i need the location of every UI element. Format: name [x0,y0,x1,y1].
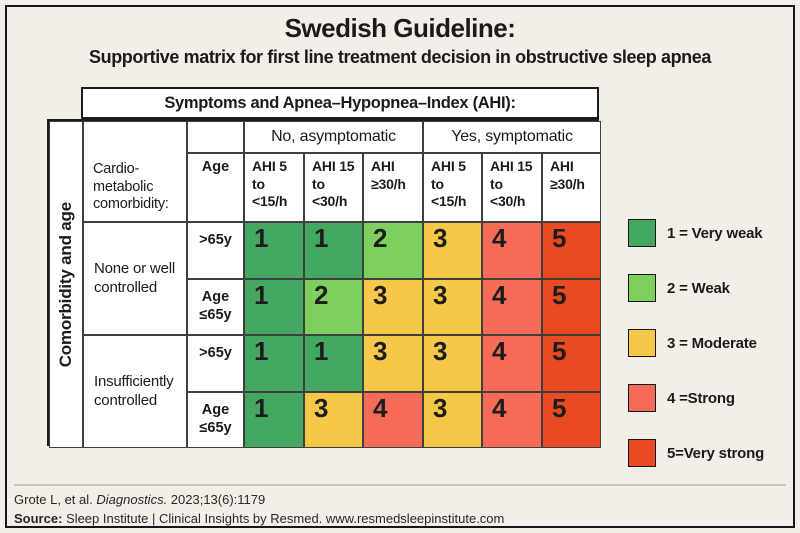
citation-prefix: Grote L, et al. [14,492,97,507]
source-line: Source: Sleep Institute | Clinical Insig… [14,511,504,526]
legend-label: 1 = Very weak [667,224,763,242]
legend-swatch-weak [628,274,656,302]
matrix-grid: Comorbidity and age Cardio- metabolic co… [47,119,601,448]
matrix-cell: 3 [423,279,482,335]
empty-age-header-cell [187,121,244,153]
source-label: Source: [14,511,63,526]
legend-item: 5=Very strong [628,439,764,467]
decision-matrix-table: Symptoms and Apnea–Hypopnea–Index (AHI):… [47,87,601,448]
row-axis-label: Comorbidity and age [56,201,75,368]
matrix-cell: 4 [482,392,542,448]
legend-item: 4 =Strong [628,384,764,412]
source-text: Sleep Institute | Clinical Insights by R… [62,511,505,526]
matrix-cell: 3 [423,222,482,279]
matrix-cell: 4 [482,279,542,335]
legend: 1 = Very weak 2 = Weak 3 = Moderate 4 =S… [628,219,764,467]
matrix-cell: 4 [482,335,542,392]
matrix-cell: 3 [363,279,423,335]
corner-label: Cardio- metabolic comorbidity: [93,160,169,213]
matrix-cell: 3 [304,392,363,448]
matrix-cell: 1 [244,392,304,448]
legend-label: 4 =Strong [667,389,735,407]
age-row-label: >65y [187,335,244,392]
matrix-cell: 5 [542,222,601,279]
matrix-cell: 5 [542,335,601,392]
citation-journal: Diagnostics. [96,492,168,507]
legend-swatch-very-weak [628,219,656,247]
footer-divider [14,484,786,486]
age-row-label: Age ≤65y [187,279,244,335]
legend-label: 3 = Moderate [667,334,757,352]
matrix-cell: 2 [363,222,423,279]
row-group-label: Insufficiently controlled [83,335,187,448]
ahi-column-header: AHI 5 to <15/h [244,153,304,222]
legend-item: 1 = Very weak [628,219,764,247]
legend-swatch-strong [628,384,656,412]
matrix-cell: 3 [423,335,482,392]
legend-swatch-moderate [628,329,656,357]
matrix-cell: 2 [304,279,363,335]
matrix-cell: 3 [363,335,423,392]
ahi-column-header: AHI 5 to <15/h [423,153,482,222]
ahi-column-header: AHI 15 to <30/h [304,153,363,222]
ahi-column-header: AHI ≥30/h [363,153,423,222]
corner-cell: Cardio- metabolic comorbidity: [83,121,187,222]
age-row-label: >65y [187,222,244,279]
matrix-cell: 4 [363,392,423,448]
symptoms-ahi-header: Symptoms and Apnea–Hypopnea–Index (AHI): [81,87,599,119]
legend-label: 2 = Weak [667,279,730,297]
legend-swatch-very-strong [628,439,656,467]
matrix-cell: 1 [304,335,363,392]
citation-suffix: 2023;13(6):1179 [167,492,266,507]
page-title: Swedish Guideline: [284,13,516,43]
matrix-cell: 3 [423,392,482,448]
matrix-cell: 1 [244,279,304,335]
age-column-header: Age [187,153,244,222]
matrix-cell: 1 [244,335,304,392]
matrix-cell: 5 [542,279,601,335]
ahi-column-header: AHI ≥30/h [542,153,601,222]
symptom-group-no: No, asymptomatic [244,121,423,153]
symptom-group-yes: Yes, symptomatic [423,121,601,153]
citation: Grote L, et al. Diagnostics. 2023;13(6):… [14,492,265,507]
page-subtitle: Supportive matrix for first line treatme… [89,47,711,67]
matrix-cell: 4 [482,222,542,279]
legend-item: 3 = Moderate [628,329,764,357]
ahi-column-header: AHI 15 to <30/h [482,153,542,222]
matrix-cell: 1 [304,222,363,279]
row-group-label: None or well controlled [83,222,187,335]
legend-item: 2 = Weak [628,274,764,302]
matrix-cell: 5 [542,392,601,448]
age-row-label: Age ≤65y [187,392,244,448]
row-axis-cell: Comorbidity and age [49,121,83,448]
legend-label: 5=Very strong [667,444,765,462]
matrix-cell: 1 [244,222,304,279]
